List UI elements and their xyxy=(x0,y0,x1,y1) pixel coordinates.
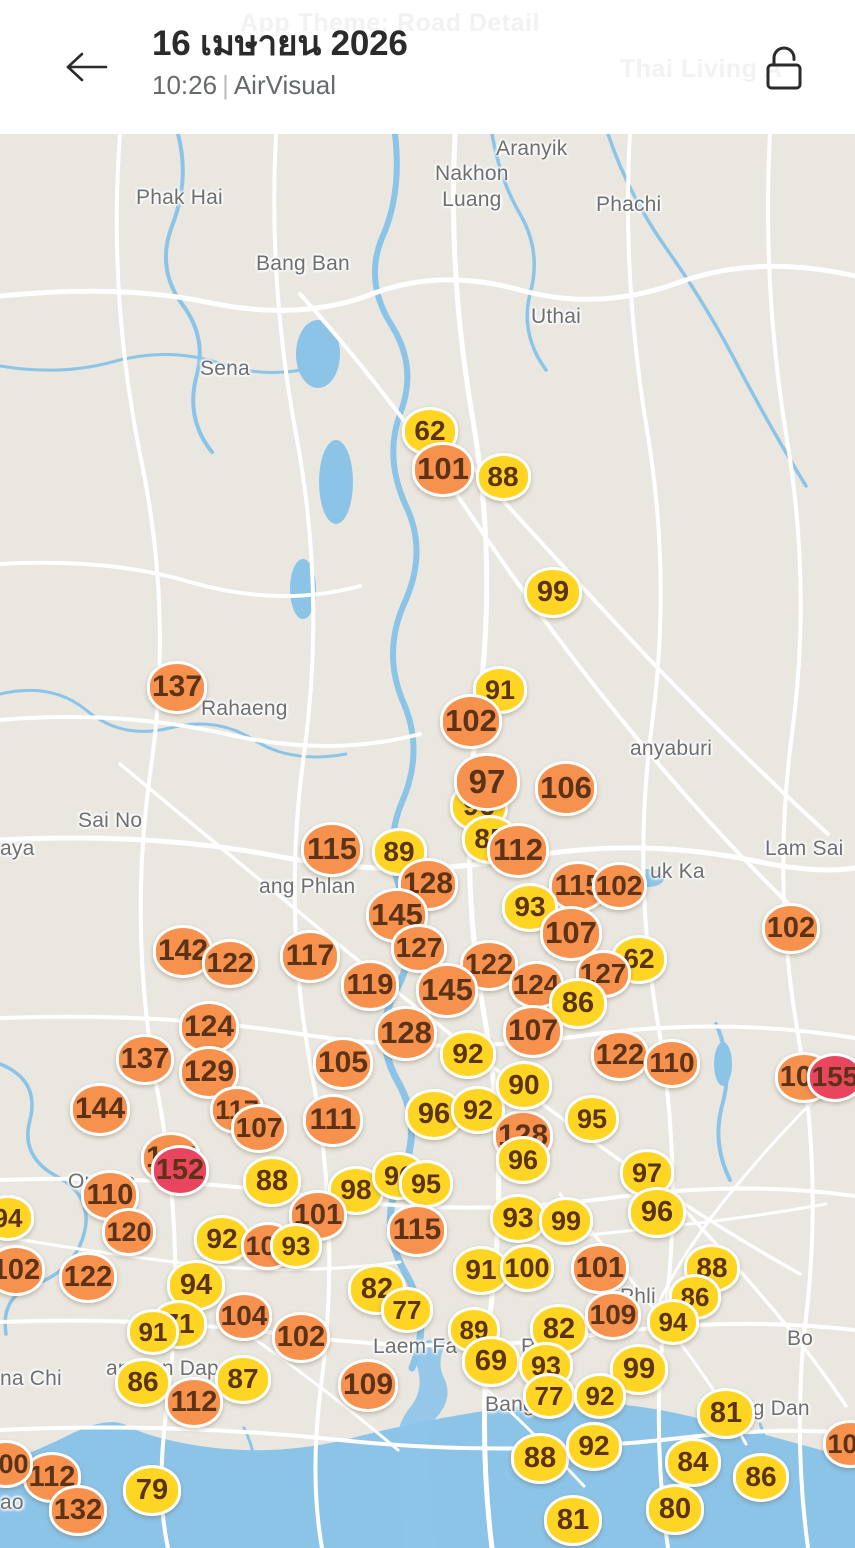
header-text-block: 16 เมษายน 2026 10:26 | AirVisual xyxy=(152,22,712,102)
aqi-marker[interactable]: 155 xyxy=(807,1052,855,1102)
aqi-marker[interactable]: 92 xyxy=(440,1029,496,1079)
data-source-label: AirVisual xyxy=(233,70,336,100)
aqi-marker[interactable]: 122 xyxy=(202,938,258,988)
subtitle-separator: | xyxy=(222,70,229,100)
aqi-marker[interactable]: 88 xyxy=(511,1432,569,1484)
aqi-marker[interactable]: 105 xyxy=(313,1036,373,1090)
aqi-marker[interactable]: 101 xyxy=(571,1242,629,1294)
aqi-marker[interactable]: 102 xyxy=(440,693,502,749)
aqi-marker[interactable]: 99 xyxy=(524,566,582,618)
aqi-marker[interactable]: 79 xyxy=(123,1464,181,1516)
aqi-marker[interactable]: 137 xyxy=(116,1033,174,1085)
aqi-marker[interactable]: 97 xyxy=(454,753,520,811)
aqi-marker[interactable]: 107 xyxy=(231,1103,287,1153)
aqi-marker[interactable]: 128 xyxy=(375,1005,437,1061)
aqi-marker[interactable]: 87 xyxy=(215,1354,271,1404)
aqi-marker[interactable]: 96 xyxy=(628,1186,686,1238)
aqi-marker[interactable]: 88 xyxy=(243,1155,301,1207)
aqi-marker[interactable]: 112 xyxy=(487,822,549,878)
aqi-marker[interactable]: 81 xyxy=(544,1494,602,1546)
aqi-marker[interactable]: 99 xyxy=(539,1197,593,1245)
aqi-marker[interactable]: 110 xyxy=(644,1038,700,1088)
aqi-marker[interactable]: 102 xyxy=(591,862,647,910)
aqi-marker[interactable]: 106 xyxy=(535,760,597,816)
aqi-marker[interactable]: 102 xyxy=(762,902,820,954)
aqi-marker[interactable]: 115 xyxy=(301,821,363,877)
aqi-marker[interactable]: 112 xyxy=(165,1376,223,1428)
aqi-marker[interactable]: 104 xyxy=(216,1291,272,1341)
aqi-marker[interactable]: 109 xyxy=(338,1358,398,1412)
aqi-marker[interactable]: 117 xyxy=(280,929,340,983)
aqi-marker[interactable]: 96 xyxy=(496,1136,550,1184)
aqi-marker[interactable]: 82 xyxy=(348,1263,406,1315)
aqi-marker[interactable]: 81 xyxy=(697,1387,755,1439)
app-header: App Theme: Road Detail Thai Living A 16 … xyxy=(0,0,855,134)
header-subtitle: 10:26 | AirVisual xyxy=(152,68,712,102)
lock-toggle-button[interactable] xyxy=(755,42,813,98)
aqi-marker[interactable]: 86 xyxy=(733,1452,789,1502)
aqi-marker[interactable]: 93 xyxy=(270,1223,322,1269)
aqi-marker[interactable]: 95 xyxy=(565,1095,619,1143)
unlock-icon xyxy=(763,44,805,97)
aqi-marker[interactable]: 100 xyxy=(500,1244,554,1292)
aqi-marker[interactable]: 122 xyxy=(591,1029,649,1081)
aqi-marker[interactable]: 119 xyxy=(341,959,399,1011)
aqi-marker[interactable]: 97 xyxy=(620,1149,674,1197)
aqi-marker[interactable]: 86 xyxy=(115,1357,171,1407)
page-title: 16 เมษายน 2026 xyxy=(152,24,408,63)
aqi-marker[interactable]: 71 xyxy=(151,1299,207,1349)
aqi-marker[interactable]: 77 xyxy=(381,1287,433,1333)
aqi-marker[interactable]: 93 xyxy=(490,1193,546,1243)
aqi-marker[interactable]: 109 xyxy=(585,1290,641,1340)
aqi-map[interactable]: Aranyik Nakhon Luang Phachi Phak Hai Bang Ban… xyxy=(0,134,855,1548)
aqi-marker[interactable]: 120 xyxy=(102,1208,156,1256)
aqi-marker[interactable]: 88 xyxy=(475,453,531,501)
aqi-marker[interactable]: 111 xyxy=(303,1093,363,1147)
aqi-marker[interactable]: 144 xyxy=(70,1082,130,1136)
aqi-marker[interactable]: 84 xyxy=(665,1437,721,1487)
aqi-marker[interactable]: 77 xyxy=(523,1373,575,1419)
aqi-marker[interactable]: 95 xyxy=(399,1160,453,1208)
aqi-marker[interactable]: 80 xyxy=(646,1483,704,1535)
aqi-marker[interactable]: 137 xyxy=(147,660,207,714)
aqi-marker[interactable]: 122 xyxy=(59,1251,117,1303)
aqi-marker[interactable]: 107 xyxy=(503,1004,563,1058)
aqi-marker[interactable]: 90 xyxy=(496,1060,552,1110)
timestamp: 10:26 xyxy=(152,70,218,100)
aqi-marker[interactable]: 128 xyxy=(398,857,458,911)
arrow-left-icon xyxy=(65,51,109,88)
aqi-marker[interactable]: 101 xyxy=(412,441,474,497)
aqi-marker[interactable]: 92 xyxy=(574,1373,626,1419)
aqi-marker[interactable]: 115 xyxy=(387,1203,447,1257)
aqi-marker[interactable]: 69 xyxy=(462,1335,520,1387)
aqi-marker[interactable]: 132 xyxy=(49,1484,107,1536)
aqi-marker[interactable]: 152 xyxy=(151,1144,209,1196)
aqi-marker[interactable]: 102 xyxy=(272,1311,330,1363)
map-canvas: Aranyik Nakhon Luang Phachi Phak Hai Bang Ban… xyxy=(0,134,855,1548)
aqi-marker[interactable]: 102 xyxy=(0,1244,45,1296)
aqi-marker[interactable]: 91 xyxy=(127,1309,179,1355)
aqi-marker[interactable]: 108 xyxy=(823,1420,855,1468)
back-button[interactable] xyxy=(56,48,118,90)
aqi-marker[interactable]: 94 xyxy=(647,1299,699,1345)
aqi-marker[interactable]: 92 xyxy=(566,1421,622,1471)
aqi-marker[interactable]: 145 xyxy=(416,962,478,1018)
